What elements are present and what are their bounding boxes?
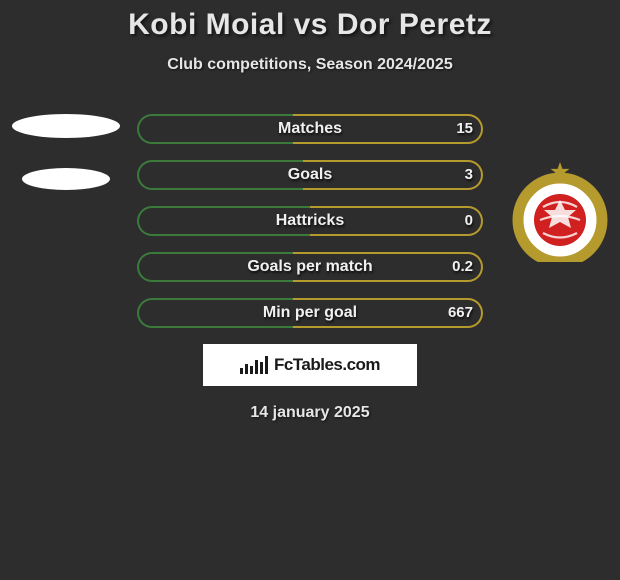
placeholder-oval-icon <box>22 168 110 190</box>
subtitle: Club competitions, Season 2024/2025 <box>0 56 620 74</box>
stat-value-right: 0 <box>465 206 473 236</box>
stat-row: Goals per match0.2 <box>137 252 483 282</box>
stat-row: Min per goal667 <box>137 298 483 328</box>
footer-brand-box: FcTables.com <box>203 344 417 386</box>
stat-label: Hattricks <box>137 206 483 236</box>
footer-brand-text: FcTables.com <box>274 355 380 375</box>
stat-row: Hattricks0 <box>137 206 483 236</box>
stat-row: Matches15 <box>137 114 483 144</box>
stat-value-right: 15 <box>456 114 473 144</box>
stat-label: Min per goal <box>137 298 483 328</box>
page-title: Kobi Moial vs Dor Peretz <box>0 0 620 42</box>
left-player-placeholder <box>6 114 126 190</box>
date-text: 14 january 2025 <box>0 404 620 422</box>
club-crest-icon <box>510 162 610 262</box>
stat-label: Matches <box>137 114 483 144</box>
stat-label: Goals <box>137 160 483 190</box>
stat-value-right: 0.2 <box>452 252 473 282</box>
stat-label: Goals per match <box>137 252 483 282</box>
stat-value-right: 3 <box>465 160 473 190</box>
comparison-panel: Matches15 Goals3 Hattricks0 Goals per match… <box>0 114 620 328</box>
placeholder-oval-icon <box>12 114 120 138</box>
stat-value-right: 667 <box>448 298 473 328</box>
stats-bars: Matches15 Goals3 Hattricks0 Goals per match… <box>137 114 483 328</box>
right-club-crest <box>510 162 610 262</box>
stat-row: Goals3 <box>137 160 483 190</box>
bar-chart-icon <box>240 356 268 374</box>
